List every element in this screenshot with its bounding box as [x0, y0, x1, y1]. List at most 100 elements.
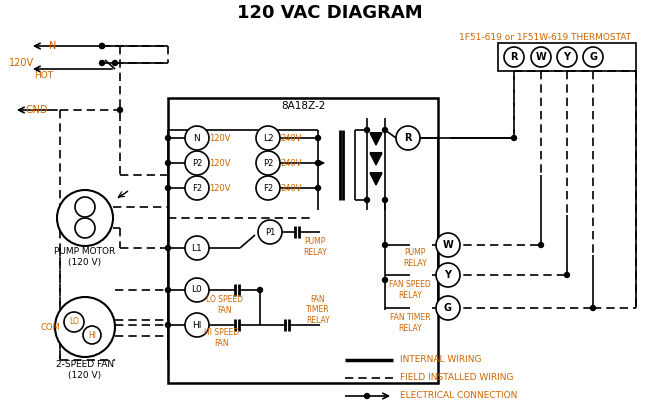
Text: 120V: 120V: [209, 184, 230, 192]
Circle shape: [64, 312, 84, 332]
Text: FAN
TIMER
RELAY: FAN TIMER RELAY: [306, 295, 330, 325]
Text: ELECTRICAL CONNECTION: ELECTRICAL CONNECTION: [400, 391, 517, 401]
Text: HI: HI: [88, 331, 96, 339]
Text: L1: L1: [192, 243, 202, 253]
Text: 120 VAC DIAGRAM: 120 VAC DIAGRAM: [237, 4, 423, 22]
Text: W: W: [443, 240, 454, 250]
Text: HI: HI: [192, 321, 202, 329]
Text: GND: GND: [25, 105, 48, 115]
Circle shape: [185, 236, 209, 260]
Text: R: R: [404, 133, 412, 143]
Circle shape: [185, 313, 209, 337]
Circle shape: [165, 160, 170, 166]
Circle shape: [165, 135, 170, 140]
Circle shape: [511, 135, 517, 140]
Text: L0: L0: [192, 285, 202, 295]
Circle shape: [583, 47, 603, 67]
Circle shape: [257, 287, 263, 292]
Circle shape: [504, 47, 524, 67]
Text: INTERNAL WIRING: INTERNAL WIRING: [400, 355, 482, 365]
Circle shape: [117, 108, 123, 112]
Circle shape: [75, 218, 95, 238]
Circle shape: [383, 197, 387, 202]
Text: 1F51-619 or 1F51W-619 THERMOSTAT: 1F51-619 or 1F51W-619 THERMOSTAT: [459, 33, 631, 41]
Text: F2: F2: [192, 184, 202, 192]
Circle shape: [165, 323, 170, 328]
Text: G: G: [589, 52, 597, 62]
Circle shape: [113, 60, 117, 65]
Circle shape: [383, 243, 387, 248]
Circle shape: [383, 277, 387, 282]
Circle shape: [396, 126, 420, 150]
Text: LO: LO: [69, 318, 79, 326]
Circle shape: [185, 151, 209, 175]
Text: R: R: [511, 52, 518, 62]
Circle shape: [165, 246, 170, 251]
Circle shape: [185, 176, 209, 200]
Circle shape: [364, 127, 369, 132]
Circle shape: [256, 126, 280, 150]
Polygon shape: [370, 153, 382, 165]
Text: 240V: 240V: [280, 134, 302, 142]
Bar: [168, 98, 438, 383]
Circle shape: [531, 47, 551, 67]
Circle shape: [100, 44, 105, 49]
Bar: [498, 43, 636, 71]
Text: 240V: 240V: [280, 158, 302, 168]
Text: N: N: [50, 41, 57, 51]
Text: 120V: 120V: [209, 158, 230, 168]
Text: HI SPEED
FAN: HI SPEED FAN: [204, 328, 240, 348]
Text: L2: L2: [263, 134, 273, 142]
Circle shape: [256, 176, 280, 200]
Circle shape: [165, 186, 170, 191]
Circle shape: [436, 233, 460, 257]
Circle shape: [100, 60, 105, 65]
Circle shape: [100, 44, 105, 49]
Circle shape: [316, 186, 320, 191]
Circle shape: [316, 135, 320, 140]
Text: 120V: 120V: [9, 58, 35, 68]
Circle shape: [590, 305, 596, 310]
Text: PUMP
RELAY: PUMP RELAY: [403, 248, 427, 268]
Circle shape: [364, 393, 369, 398]
Circle shape: [185, 126, 209, 150]
Text: 120V: 120V: [209, 134, 230, 142]
Text: FAN SPEED
RELAY: FAN SPEED RELAY: [389, 280, 431, 300]
Circle shape: [258, 220, 282, 244]
Circle shape: [75, 197, 95, 217]
Circle shape: [557, 47, 577, 67]
Text: LO SPEED
FAN: LO SPEED FAN: [206, 295, 243, 315]
Circle shape: [436, 263, 460, 287]
Circle shape: [565, 272, 570, 277]
Text: P2: P2: [192, 158, 202, 168]
Circle shape: [185, 278, 209, 302]
Circle shape: [83, 326, 101, 344]
Text: HOT: HOT: [34, 70, 54, 80]
Circle shape: [55, 297, 115, 357]
Text: P1: P1: [265, 228, 275, 236]
Text: 8A18Z-2: 8A18Z-2: [281, 101, 325, 111]
Text: PUMP
RELAY: PUMP RELAY: [303, 237, 327, 257]
Circle shape: [383, 127, 387, 132]
Text: FIELD INSTALLED WIRING: FIELD INSTALLED WIRING: [400, 373, 513, 383]
Text: 240V: 240V: [280, 184, 302, 192]
Text: PUMP MOTOR
(120 V): PUMP MOTOR (120 V): [54, 247, 116, 267]
Polygon shape: [370, 173, 382, 185]
Text: FAN TIMER
RELAY: FAN TIMER RELAY: [390, 313, 430, 333]
Text: W: W: [535, 52, 546, 62]
Text: Y: Y: [444, 270, 452, 280]
Text: F2: F2: [263, 184, 273, 192]
Circle shape: [256, 151, 280, 175]
Text: Y: Y: [563, 52, 570, 62]
Text: G: G: [444, 303, 452, 313]
Circle shape: [364, 197, 369, 202]
Text: COM: COM: [40, 323, 60, 331]
Text: P2: P2: [263, 158, 273, 168]
Circle shape: [436, 296, 460, 320]
Text: 2-SPEED FAN
(120 V): 2-SPEED FAN (120 V): [56, 360, 114, 380]
Circle shape: [539, 243, 543, 248]
Circle shape: [165, 287, 170, 292]
Circle shape: [316, 160, 320, 166]
Circle shape: [57, 190, 113, 246]
Polygon shape: [370, 133, 382, 145]
